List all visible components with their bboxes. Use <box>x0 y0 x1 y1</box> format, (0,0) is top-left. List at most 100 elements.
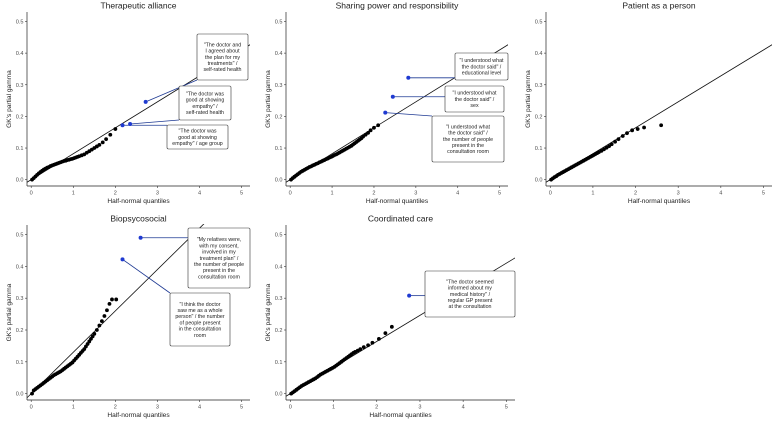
x-tick-label: 0 <box>289 405 292 411</box>
x-tick-label: 3 <box>414 191 417 197</box>
panel-title: Sharing power and responsibility <box>336 1 460 11</box>
x-tick-label: 2 <box>634 191 637 197</box>
x-tick-label: 5 <box>240 405 243 411</box>
panel-2: Sharing power and responsibility 0.0 0.1 0.… <box>265 1 509 205</box>
data-point <box>389 324 394 329</box>
data-point <box>100 140 105 145</box>
x-tick-label: 3 <box>418 405 421 411</box>
annotation-text: "The doctor was <box>178 129 216 135</box>
y-tick-label: 0.2 <box>535 114 543 120</box>
y-tick-label: 0.1 <box>535 146 543 152</box>
y-tick-label: 0.0 <box>16 178 24 184</box>
x-tick-label: 3 <box>677 191 680 197</box>
y-tick-label: 0.3 <box>16 296 24 302</box>
data-point <box>110 297 114 302</box>
annotation-box <box>431 115 505 163</box>
data-point <box>642 125 646 130</box>
annotation-box <box>424 270 516 318</box>
annotation-box <box>166 124 229 150</box>
panel-1: Therapeutic alliance 0.0 0.1 0.2 0.3 0.4 0.5 0 1… <box>6 1 250 205</box>
y-tick-label: 0.2 <box>16 114 24 120</box>
x-axis-label: Half-normal quantiles <box>107 198 170 205</box>
x-tick-label: 5 <box>240 191 243 197</box>
x-tick-label: 4 <box>456 191 459 197</box>
y-tick-label: 0.5 <box>275 19 283 25</box>
y-axis-label: GK's partial gamma <box>525 70 532 128</box>
highlighted-point <box>143 99 148 104</box>
y-tick-label: 0.4 <box>535 51 543 57</box>
annotation-text: "I understood what <box>460 58 505 64</box>
data-point <box>613 139 617 144</box>
data-point <box>361 345 366 350</box>
x-axis-label: Half-normal quantiles <box>107 412 170 419</box>
annotation-box <box>444 85 505 113</box>
x-tick-label: 4 <box>462 405 465 411</box>
x-tick-label: 4 <box>198 191 201 197</box>
x-tick-label: 0 <box>549 191 552 197</box>
y-tick-label: 0.4 <box>275 264 283 270</box>
x-tick-label: 0 <box>30 405 33 411</box>
y-tick-label: 0.1 <box>16 360 24 366</box>
reference-line <box>27 224 205 399</box>
y-tick-label: 0.4 <box>16 264 24 270</box>
annotation-text: informed about my <box>448 286 492 292</box>
y-tick-label: 0.1 <box>16 146 24 152</box>
x-axis-label: Half-normal quantiles <box>369 412 432 419</box>
data-point <box>94 328 99 332</box>
highlighted-point <box>390 94 395 99</box>
data-point <box>368 128 373 133</box>
data-point <box>620 134 625 138</box>
annotation-text: treatment plan" / <box>200 256 239 262</box>
data-point <box>366 343 370 348</box>
data-point <box>105 308 109 313</box>
y-tick-label: 0.0 <box>275 392 283 398</box>
data-point <box>625 131 629 136</box>
panel-title: Biopsycosocial <box>110 214 166 224</box>
y-axis-label: GK's partial gamma <box>265 283 272 341</box>
y-tick-label: 0.4 <box>16 51 24 57</box>
x-tick-label: 2 <box>372 191 375 197</box>
data-point <box>358 347 363 351</box>
x-tick-label: 1 <box>331 191 334 197</box>
y-tick-label: 0.1 <box>275 146 283 152</box>
annotation-text: involved in my <box>202 250 236 256</box>
data-point <box>366 130 370 135</box>
highlighted-point <box>383 110 388 115</box>
annotation-box <box>169 292 231 347</box>
data-point <box>113 127 118 131</box>
panel-5: Coordinated care 0.0 0.1 0.2 0.3 0.4 0.5 0 1 2 3 4 5… <box>265 214 516 419</box>
data-point <box>635 127 640 131</box>
annotation-connector <box>385 112 433 117</box>
x-tick-label: 1 <box>332 405 335 411</box>
data-point <box>376 123 381 128</box>
annotation-text: room <box>194 333 207 339</box>
annotation-text: sex <box>470 103 479 109</box>
y-tick-label: 0.2 <box>275 328 283 334</box>
x-tick-label: 5 <box>505 405 508 411</box>
highlighted-point <box>120 123 125 128</box>
data-point <box>97 142 102 147</box>
y-tick-label: 0.1 <box>275 360 283 366</box>
annotation-text: "I understood what <box>453 91 498 97</box>
y-tick-label: 0.5 <box>16 233 24 239</box>
x-tick-label: 4 <box>198 405 201 411</box>
annotation-connector <box>122 259 171 294</box>
y-tick-label: 0.0 <box>535 178 543 184</box>
x-tick-label: 5 <box>762 191 765 197</box>
data-point <box>107 302 112 306</box>
highlighted-point <box>138 235 143 240</box>
panel-title: Therapeutic alliance <box>100 1 176 11</box>
data-point <box>383 331 388 336</box>
x-tick-label: 2 <box>114 405 117 411</box>
y-tick-label: 0.2 <box>16 328 24 334</box>
reference-line <box>546 44 772 183</box>
panel-title: Coordinated care <box>368 214 433 224</box>
annotation-text: of people present <box>180 320 221 326</box>
annotation-text: self-rated health <box>186 110 224 116</box>
y-tick-label: 0.3 <box>275 296 283 302</box>
x-tick-label: 3 <box>156 191 159 197</box>
annotation-text: educational level <box>462 71 501 77</box>
x-tick-label: 3 <box>156 405 159 411</box>
highlighted-point <box>128 121 133 126</box>
data-point <box>659 123 664 128</box>
